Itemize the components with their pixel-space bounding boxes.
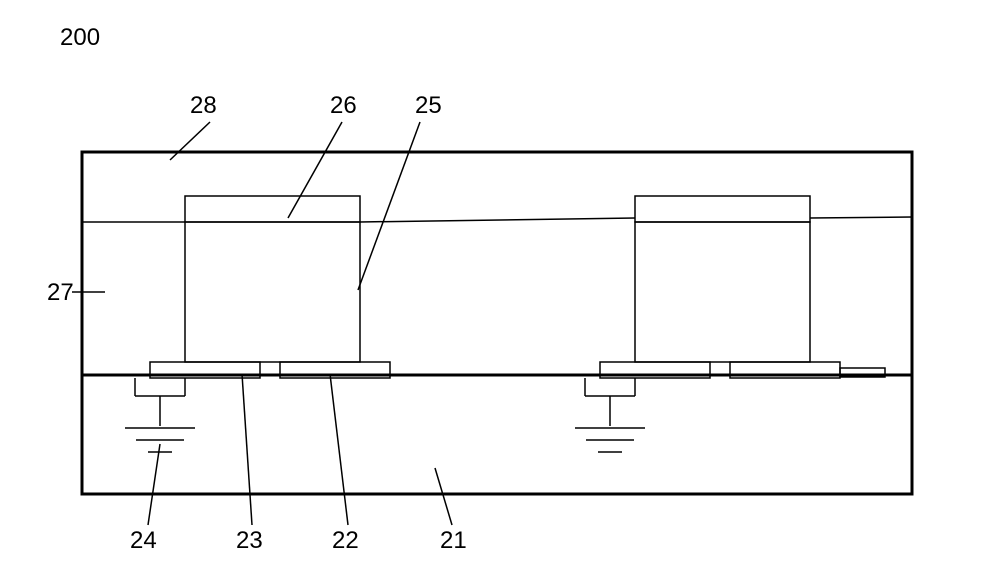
- leader-L26: [288, 122, 342, 218]
- left-top-layer: [185, 196, 360, 222]
- label-L28: 28: [190, 92, 217, 119]
- left-die: [185, 222, 360, 362]
- label-L21: 21: [440, 527, 467, 554]
- left-ground-icon: [125, 378, 195, 452]
- label-L24: 24: [130, 527, 157, 554]
- leader-L23: [242, 374, 252, 525]
- leader-L21: [435, 468, 452, 525]
- cross-section-diagram: 200 28 26 25 27 24 23 22 21: [0, 0, 1000, 573]
- label-L200: 200: [60, 24, 100, 51]
- right-die: [635, 222, 810, 362]
- right-top-layer: [635, 196, 810, 222]
- leader-L28: [170, 122, 210, 160]
- label-L25: 25: [415, 92, 442, 119]
- label-L22: 22: [332, 527, 359, 554]
- midline-seg-right: [810, 217, 912, 218]
- midline-seg-center: [360, 218, 635, 222]
- leader-L22: [330, 374, 348, 525]
- label-L26: 26: [330, 92, 357, 119]
- label-L27: 27: [47, 279, 74, 306]
- right-ground-icon: [575, 378, 645, 452]
- label-L23: 23: [236, 527, 263, 554]
- leader-L25: [358, 122, 420, 290]
- outer-box: [82, 152, 912, 494]
- leader-L24: [148, 444, 160, 525]
